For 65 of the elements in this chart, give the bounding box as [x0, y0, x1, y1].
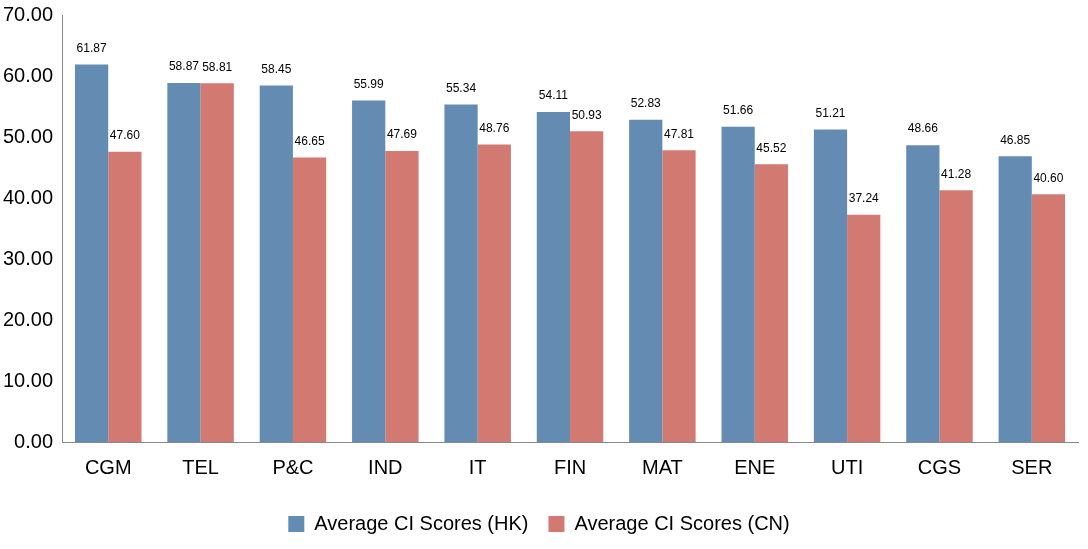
bar — [477, 144, 511, 442]
y-tick-label: 10.00 — [2, 368, 54, 391]
bar — [74, 64, 109, 442]
text: 48.76 — [479, 120, 510, 135]
x-tick-label: CGS — [917, 455, 962, 478]
text: 47.69 — [386, 127, 417, 142]
x-tick-label: IND — [368, 455, 403, 478]
bar — [847, 214, 881, 442]
bar — [570, 131, 604, 442]
text: 40.60 — [1033, 170, 1064, 185]
x-tick-label: P&C — [272, 455, 314, 478]
bar — [385, 151, 419, 442]
text: 41.28 — [941, 166, 972, 181]
x-tick-label: UTI — [830, 455, 864, 478]
bar — [754, 164, 788, 442]
y-tick-label: 60.00 — [2, 63, 54, 86]
text: 46.85 — [1000, 132, 1031, 147]
x-tick-label: CGM — [84, 455, 132, 478]
text: 58.45 — [261, 61, 292, 76]
y-tick-label: 0.00 — [14, 429, 54, 452]
bar — [352, 100, 386, 442]
legend-label: Average CI Scores (HK) — [314, 511, 529, 534]
bar — [200, 83, 234, 442]
bar — [662, 150, 696, 442]
bar — [444, 104, 478, 442]
bar — [108, 151, 142, 442]
bar — [259, 85, 293, 442]
bar — [813, 129, 848, 442]
bar — [536, 111, 571, 442]
bar — [167, 82, 201, 442]
bar — [292, 157, 327, 442]
y-tick-label: 50.00 — [2, 124, 54, 147]
text: 52.83 — [630, 96, 661, 111]
text: 54.11 — [538, 88, 568, 103]
legend-label: Average CI Scores (CN) — [574, 511, 790, 534]
x-tick-label: MAT — [642, 455, 683, 478]
y-tick-label: 30.00 — [2, 246, 54, 269]
x-tick-label: SER — [1011, 455, 1053, 478]
text: 37.24 — [848, 191, 879, 206]
text: 50.93 — [571, 107, 602, 122]
text: 51.66 — [723, 103, 754, 118]
text: 47.81 — [663, 126, 695, 141]
y-tick-label: 70.00 — [2, 2, 54, 25]
text: 55.34 — [446, 80, 477, 95]
text: 47.60 — [109, 127, 140, 142]
text: 58.81 — [202, 59, 233, 74]
text: 61.87 — [76, 40, 107, 55]
x-tick-label: IT — [468, 455, 487, 478]
x-tick-label: TEL — [182, 455, 219, 478]
x-tick-label: ENE — [734, 455, 776, 478]
bar — [906, 145, 940, 442]
bar — [998, 156, 1032, 442]
bar — [629, 119, 663, 442]
text: 46.65 — [294, 133, 325, 148]
bar — [1031, 194, 1066, 442]
text: 58.87 — [168, 59, 199, 74]
y-tick-label: 20.00 — [2, 307, 54, 330]
bar — [721, 126, 755, 442]
y-tick-label: 40.00 — [2, 185, 54, 208]
text: 48.66 — [907, 121, 938, 136]
x-tick-label: FIN — [553, 455, 587, 478]
text: 51.21 — [815, 105, 846, 120]
text: 55.99 — [353, 76, 384, 91]
bar — [939, 190, 973, 442]
text: 45.52 — [756, 140, 787, 155]
